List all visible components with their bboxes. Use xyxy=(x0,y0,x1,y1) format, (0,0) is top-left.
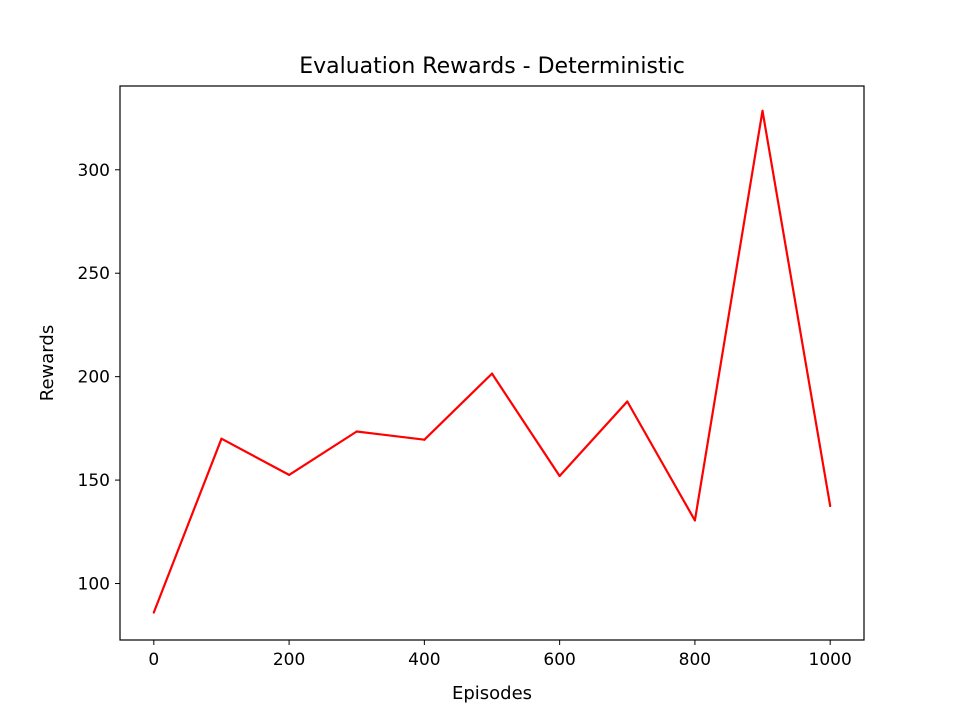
data-point xyxy=(287,473,291,477)
y-axis-ticks: 100 150 200 250 300 xyxy=(78,161,120,595)
data-point xyxy=(761,109,764,112)
x-tick-label: 0 xyxy=(148,650,159,670)
data-point xyxy=(220,437,223,440)
x-tick-label: 800 xyxy=(679,650,711,670)
plot-frame xyxy=(119,85,865,641)
data-point xyxy=(355,430,358,433)
y-tick-label: 150 xyxy=(78,471,110,491)
x-tick-label: 400 xyxy=(408,650,440,670)
plot-area xyxy=(120,86,864,640)
x-tick-label: 1000 xyxy=(809,650,852,670)
data-point xyxy=(558,474,561,478)
series-layer xyxy=(152,109,832,614)
data-point xyxy=(829,504,832,508)
x-axis-ticks: 0 200 400 600 800 1000 xyxy=(148,640,852,670)
y-tick-label: 200 xyxy=(78,368,110,388)
y-tick-label: 300 xyxy=(78,161,110,181)
data-point xyxy=(490,372,494,375)
x-tick-label: 600 xyxy=(543,650,575,670)
data-point xyxy=(693,519,697,522)
y-tick-label: 250 xyxy=(78,264,110,284)
y-axis-label: Rewards xyxy=(37,325,58,401)
data-point xyxy=(152,611,155,614)
y-tick-label: 100 xyxy=(78,575,110,595)
data-point xyxy=(626,400,629,403)
chart-title: Evaluation Rewards - Deterministic xyxy=(299,54,685,79)
data-point xyxy=(423,438,426,441)
x-axis-label: Episodes xyxy=(452,683,532,704)
x-tick-label: 200 xyxy=(273,650,305,670)
